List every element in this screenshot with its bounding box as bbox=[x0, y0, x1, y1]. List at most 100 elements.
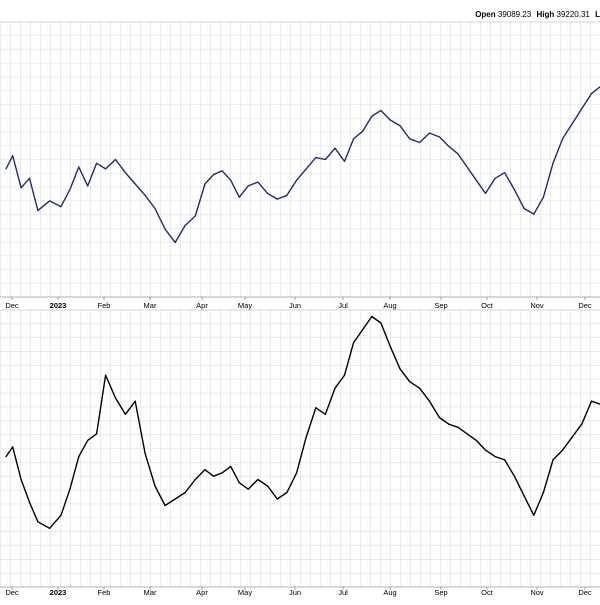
data-point bbox=[12, 446, 14, 448]
data-point bbox=[494, 177, 496, 179]
data-point bbox=[105, 374, 107, 376]
data-point bbox=[204, 183, 206, 185]
data-point bbox=[371, 315, 373, 318]
data-point bbox=[438, 416, 440, 419]
data-point bbox=[12, 155, 14, 157]
data-point bbox=[419, 387, 421, 389]
data-point bbox=[475, 439, 477, 441]
data-point bbox=[221, 472, 223, 474]
high-label: High bbox=[536, 10, 555, 19]
data-point bbox=[542, 491, 545, 494]
data-point bbox=[409, 138, 411, 140]
data-point bbox=[419, 141, 421, 144]
x-tick-label: Mar bbox=[144, 301, 157, 310]
data-point bbox=[124, 413, 126, 415]
data-point bbox=[164, 228, 166, 230]
data-point bbox=[428, 132, 431, 134]
data-point bbox=[221, 170, 223, 172]
high-value: 39220.31 bbox=[556, 10, 590, 19]
data-point bbox=[389, 119, 391, 121]
x-tick-label: Nov bbox=[530, 301, 544, 310]
data-point bbox=[362, 130, 364, 132]
ohlc-header: Open 39089.23 High 39220.31 L bbox=[475, 10, 600, 19]
x-tick-label: Sep bbox=[434, 301, 447, 310]
data-point bbox=[562, 138, 564, 140]
data-point bbox=[380, 322, 382, 324]
data-point bbox=[533, 213, 535, 215]
grid-lines bbox=[0, 21, 600, 588]
data-point bbox=[78, 456, 80, 458]
data-point bbox=[78, 166, 80, 168]
data-point bbox=[60, 206, 62, 208]
x-tick-label: Aug bbox=[383, 588, 396, 597]
data-point bbox=[305, 436, 307, 438]
data-point bbox=[343, 374, 346, 376]
data-point bbox=[134, 183, 136, 185]
data-point bbox=[87, 185, 89, 187]
lower-series-line bbox=[5, 315, 600, 529]
lower-series-points bbox=[5, 315, 593, 529]
low-label-partial: L bbox=[595, 10, 600, 19]
data-point bbox=[542, 196, 545, 198]
upper-x-axis: Dec 2023 Feb Mar Apr May Jun Jul Aug Sep Oct Nov Dec bbox=[5, 297, 592, 310]
data-point bbox=[69, 189, 71, 191]
upper-series-points bbox=[5, 93, 593, 243]
x-tick-label: Oct bbox=[481, 588, 494, 597]
data-point bbox=[5, 456, 7, 458]
data-point bbox=[371, 115, 373, 117]
data-point bbox=[49, 527, 51, 529]
data-point bbox=[533, 514, 535, 516]
data-point bbox=[204, 469, 206, 471]
data-point bbox=[513, 189, 516, 191]
x-tick-label: May bbox=[238, 301, 252, 310]
data-point bbox=[552, 459, 554, 461]
data-point bbox=[389, 345, 391, 347]
data-point bbox=[184, 491, 186, 494]
data-point bbox=[174, 241, 176, 243]
x-tick-label: 2023 bbox=[50, 588, 67, 597]
data-point bbox=[399, 125, 401, 127]
data-point bbox=[276, 198, 278, 200]
data-point bbox=[194, 215, 196, 217]
data-point bbox=[428, 400, 431, 402]
data-point bbox=[230, 465, 232, 467]
data-point bbox=[466, 166, 468, 168]
data-point bbox=[20, 187, 22, 189]
upper-series-line bbox=[5, 85, 600, 244]
data-point bbox=[212, 174, 215, 176]
x-tick-label: Jun bbox=[289, 588, 301, 597]
x-tick-label: Dec bbox=[578, 588, 592, 597]
data-point bbox=[134, 400, 136, 402]
data-point bbox=[448, 423, 450, 425]
data-point bbox=[5, 168, 7, 170]
data-point bbox=[267, 192, 269, 194]
data-point bbox=[257, 478, 259, 481]
data-point bbox=[87, 439, 89, 441]
data-point bbox=[247, 488, 249, 490]
x-tick-label: Feb bbox=[98, 301, 111, 310]
data-point bbox=[315, 157, 317, 159]
x-tick-label: Jul bbox=[338, 588, 348, 597]
x-tick-label: Dec bbox=[578, 301, 592, 310]
data-point bbox=[28, 501, 31, 503]
data-point bbox=[105, 168, 107, 170]
data-point bbox=[286, 194, 288, 196]
data-point bbox=[571, 123, 573, 125]
data-point bbox=[154, 485, 156, 487]
x-tick-label: Jul bbox=[338, 301, 348, 310]
data-point bbox=[380, 109, 382, 112]
data-point bbox=[324, 413, 326, 415]
data-point bbox=[144, 194, 146, 196]
data-point bbox=[334, 147, 336, 149]
data-point bbox=[399, 368, 401, 370]
data-point bbox=[466, 433, 468, 435]
data-point bbox=[96, 162, 98, 164]
x-tick-label: Apr bbox=[196, 301, 208, 310]
data-point bbox=[448, 145, 450, 147]
x-tick-label: Nov bbox=[530, 588, 544, 597]
data-point bbox=[69, 488, 71, 490]
data-point bbox=[114, 158, 117, 161]
x-tick-label: Aug bbox=[383, 301, 396, 310]
data-point bbox=[475, 179, 477, 181]
